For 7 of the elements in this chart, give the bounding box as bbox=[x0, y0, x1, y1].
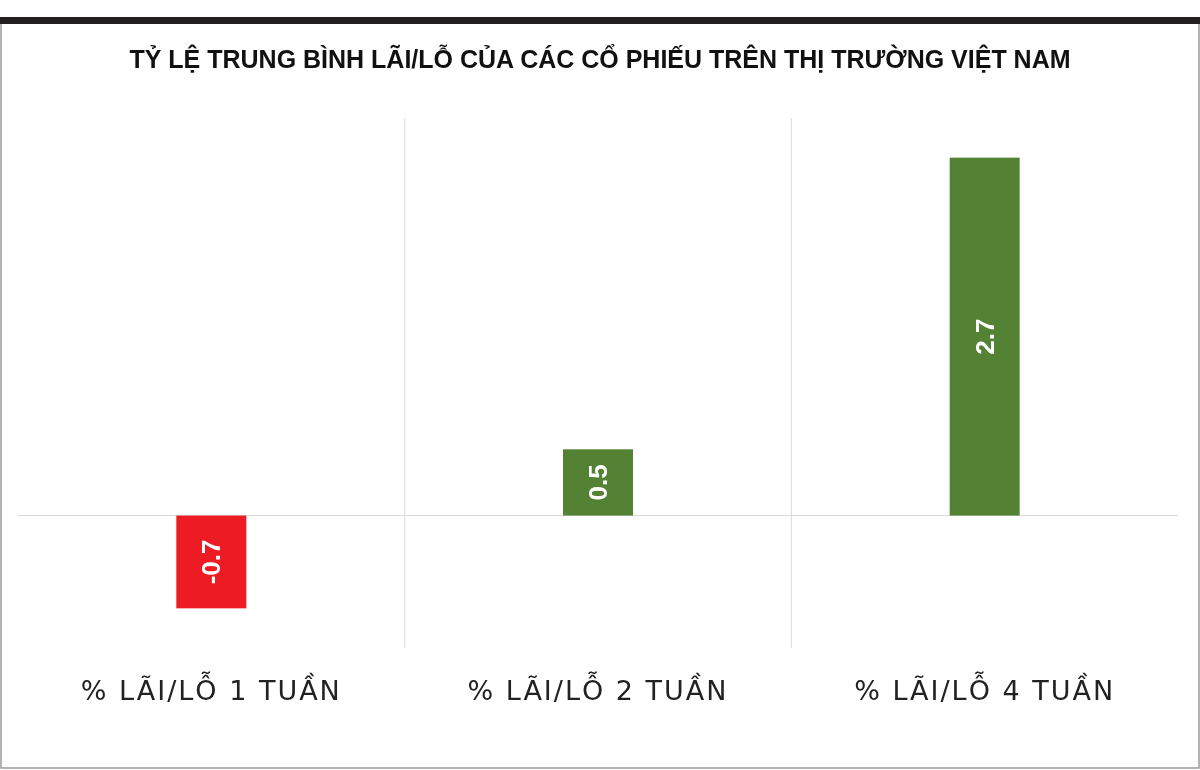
data-label: 2.7 bbox=[969, 318, 1000, 355]
data-label: 0.5 bbox=[583, 464, 613, 501]
data-label: -0.7 bbox=[196, 539, 227, 585]
chart-title: TỶ LỆ TRUNG BÌNH LÃI/LỖ CỦA CÁC CỔ PHIẾU TRÊN THỊ TRƯỜNG VIỆT NAM bbox=[129, 44, 1071, 73]
x-tick-label: % LÃI/LỖ 1 TUẦN bbox=[80, 671, 342, 706]
x-tick-label: % LÃI/LỖ 2 TUẦN bbox=[467, 671, 729, 706]
x-tick-label: % LÃI/LỖ 4 TUẦN bbox=[854, 671, 1116, 706]
